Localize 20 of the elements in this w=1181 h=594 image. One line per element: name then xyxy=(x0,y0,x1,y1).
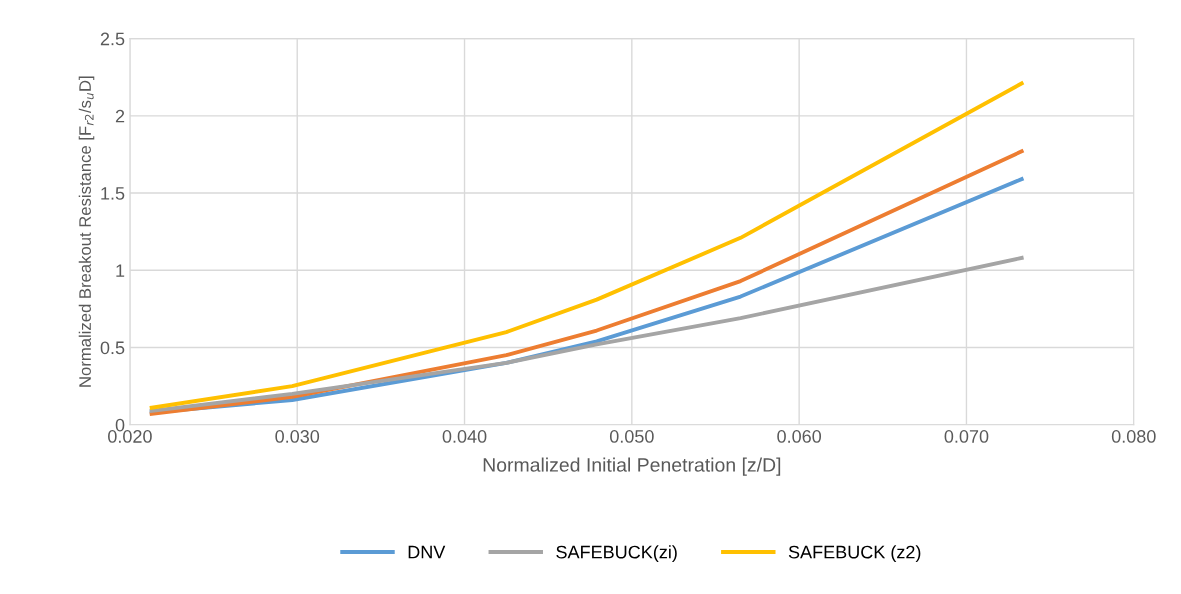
x-tick-label: 0.030 xyxy=(275,430,320,443)
x-tick-label: 0.040 xyxy=(442,430,487,443)
y-tick-label: 0.5 xyxy=(100,341,125,355)
y-tick-label: 0 xyxy=(115,418,125,432)
x-axis-title: Normalized Initial Penetration [z/D] xyxy=(483,457,781,476)
y-axis-title: Normalized Breakout Resistance [F$_{r2}$/s$_{u}$D] xyxy=(78,76,95,387)
y-tick-label: 2 xyxy=(115,109,125,123)
x-tick-label: 0.070 xyxy=(944,430,989,443)
line-series xyxy=(149,81,1024,410)
legend-label: DNV xyxy=(408,545,446,559)
legend-label: SAFEBUCK (z2) xyxy=(788,545,921,563)
y-tick-label: 1 xyxy=(116,264,125,277)
line-series xyxy=(149,255,1024,413)
x-tick-label: 0.020 xyxy=(108,430,152,443)
x-tick-label: 0.080 xyxy=(1111,430,1156,443)
y-tick-label: 2.5 xyxy=(100,32,125,46)
x-tick-label: 0.050 xyxy=(609,430,654,443)
y-tick-label: 1.5 xyxy=(101,187,125,200)
legend-label: SAFEBUCK(zi) xyxy=(556,545,677,563)
x-tick-label: 0.060 xyxy=(777,430,822,443)
